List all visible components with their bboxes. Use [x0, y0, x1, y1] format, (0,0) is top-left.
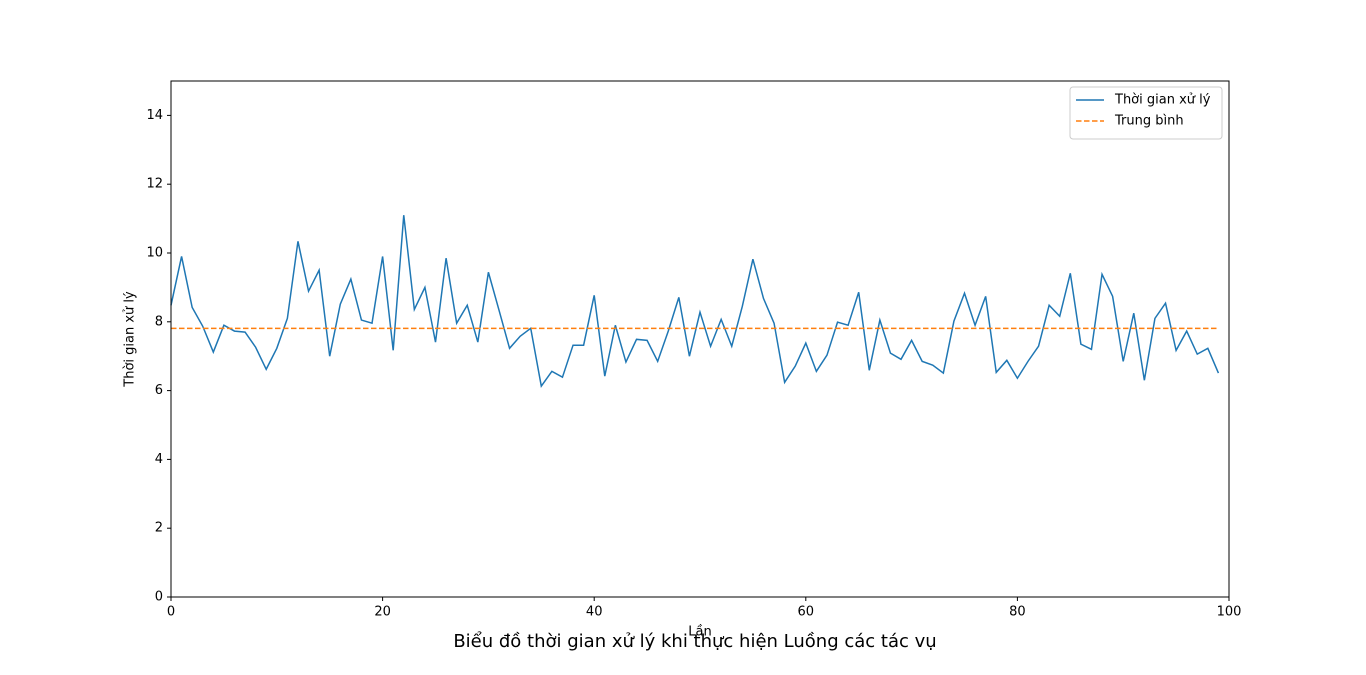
chart-title: Biểu đồ thời gian xử lý khi thực hiện Lu…	[453, 631, 936, 652]
x-tick-label: 20	[374, 605, 391, 620]
data-line	[170, 215, 1220, 389]
y-tick-label: 6	[155, 383, 163, 398]
x-axis-label: Lần	[688, 625, 711, 640]
x-tick-label: 40	[586, 605, 603, 620]
x-tick-label: 0	[167, 605, 175, 620]
legend-box	[1069, 86, 1223, 140]
x-tick-label: 100	[1217, 605, 1242, 620]
legend-label: Trung bình	[1114, 114, 1184, 129]
y-tick-label: 8	[155, 314, 163, 329]
x-tick-label: 60	[798, 605, 815, 620]
x-tick-label: 80	[1009, 605, 1026, 620]
y-tick-label: 4	[155, 452, 163, 467]
plot-frame	[170, 80, 1230, 598]
y-tick-label: 12	[146, 177, 163, 192]
y-tick-label: 14	[146, 108, 163, 123]
y-tick-label: 10	[146, 246, 163, 261]
legend-label: Thời gian xử lý	[1114, 93, 1211, 108]
y-axis-label: Thời gian xử lý	[123, 291, 138, 388]
y-tick-label: 0	[155, 590, 163, 605]
y-tick-label: 2	[155, 521, 163, 536]
